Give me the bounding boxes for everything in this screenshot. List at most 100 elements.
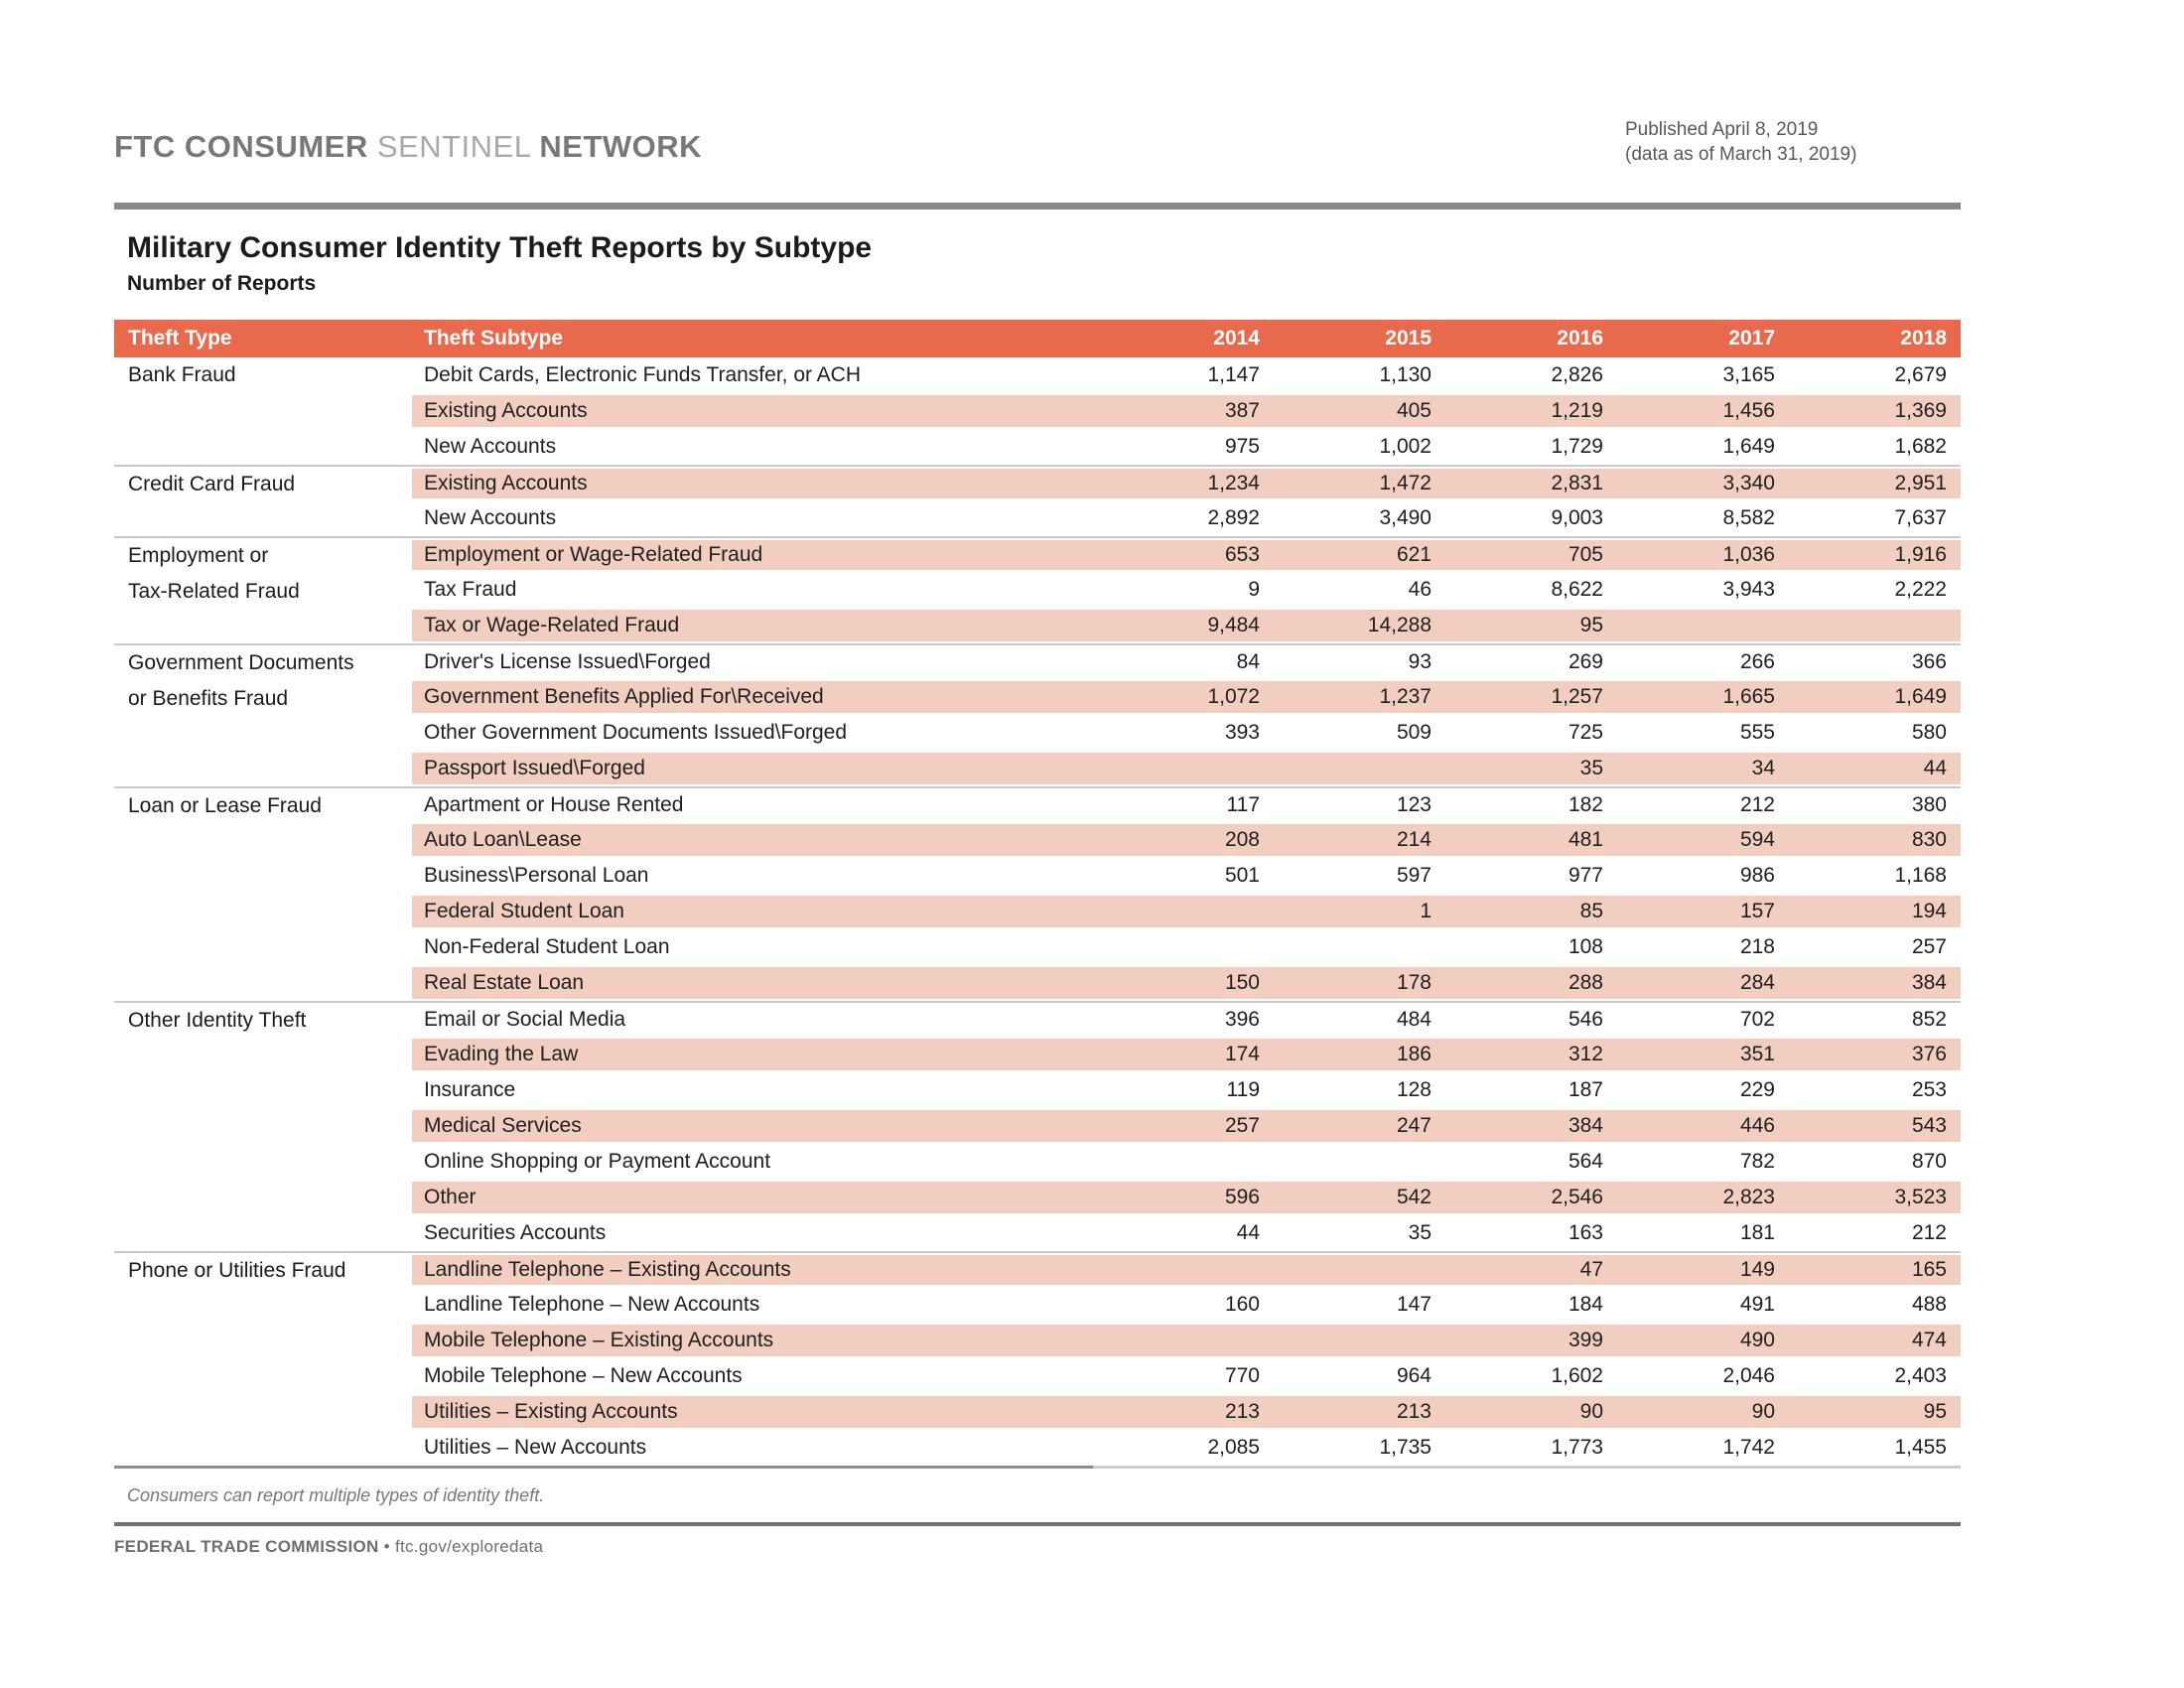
row-band: Passport Issued\Forged 35 34 44	[412, 753, 1961, 784]
value-cell: 564	[1568, 1150, 1603, 1173]
theft-type-cell: Other Identity Theft	[128, 1009, 307, 1032]
value-cell: 1,219	[1551, 399, 1603, 422]
value-cell: 182	[1568, 793, 1603, 816]
value-cell: 218	[1739, 935, 1775, 958]
table-row: Non-Federal Student Loan 108 218 257	[114, 929, 1961, 965]
table-row: Utilities – New Accounts 2,085 1,735 1,773 1…	[114, 1430, 1961, 1466]
row-band: Landline Telephone – New Accounts 160 147 1…	[412, 1289, 1961, 1321]
value-cell: 702	[1739, 1008, 1775, 1031]
value-cell: 212	[1911, 1221, 1947, 1244]
value-cell: 269	[1568, 650, 1603, 673]
theft-type-cell	[114, 751, 412, 786]
header-cell-2015: 2015	[1385, 327, 1432, 350]
row-band: New Accounts 975 1,002 1,729 1,649 1,682	[412, 431, 1961, 463]
theft-type-cell	[114, 1323, 412, 1358]
value-cell: 1,036	[1722, 543, 1775, 566]
value-cell: 380	[1911, 793, 1947, 816]
theft-type-cell	[114, 1215, 412, 1251]
published-line1: Published April 8, 2019	[1625, 119, 1819, 140]
brand-logo: FTC CONSUMER SENTINEL NETWORK	[114, 129, 702, 165]
value-cell: 35	[1408, 1221, 1432, 1244]
footer-url: ftc.gov/exploredata	[394, 1537, 544, 1556]
table-row: Securities Accounts 44 35 163 181 212	[114, 1215, 1961, 1251]
row-band: Government Benefits Applied For\Received…	[412, 681, 1961, 713]
theft-subtype-cell: Landline Telephone – Existing Accounts	[424, 1258, 791, 1281]
theft-type-cell	[114, 1358, 412, 1394]
theft-type-cell: Phone or Utilities Fraud	[128, 1259, 346, 1282]
row-band: Tax Fraud 9 46 8,622 3,943 2,222	[412, 574, 1961, 606]
value-cell: 509	[1396, 721, 1432, 744]
theft-subtype-cell: Landline Telephone – New Accounts	[424, 1293, 760, 1316]
value-cell: 653	[1224, 543, 1260, 566]
value-cell: 351	[1739, 1043, 1775, 1065]
value-cell: 770	[1224, 1364, 1260, 1387]
row-band: Evading the Law 174 186 312 351 376	[412, 1039, 1961, 1070]
value-cell: 8,582	[1722, 506, 1775, 529]
value-cell: 1,168	[1894, 864, 1947, 887]
value-cell: 484	[1396, 1008, 1432, 1031]
value-cell: 1,257	[1551, 685, 1603, 708]
value-cell: 9	[1248, 578, 1260, 601]
theft-type-cell	[114, 429, 412, 465]
theft-subtype-cell: New Accounts	[424, 435, 557, 458]
value-cell: 621	[1396, 543, 1432, 566]
theft-subtype-cell: Driver's License Issued\Forged	[424, 650, 711, 673]
theft-type-cell	[114, 1287, 412, 1323]
theft-type-cell	[114, 1430, 412, 1466]
theft-subtype-cell: Utilities – Existing Accounts	[424, 1400, 678, 1423]
theft-subtype-cell: Tax Fraud	[424, 578, 517, 601]
footnote: Consumers can report multiple types of i…	[127, 1485, 545, 1505]
value-cell: 1,649	[1722, 435, 1775, 458]
table-row: Mobile Telephone – Existing Accounts 399 4…	[114, 1323, 1961, 1358]
row-band: Email or Social Media 396 484 546 702 852	[412, 1005, 1961, 1035]
value-cell: 366	[1911, 650, 1947, 673]
table-row: Medical Services 257 247 384 446 543	[114, 1108, 1961, 1144]
footer-separator: •	[383, 1537, 390, 1556]
table-row: Phone or Utilities Fraud Landline Telepho…	[114, 1251, 1961, 1287]
value-cell: 8,622	[1551, 578, 1603, 601]
table-row: New Accounts 975 1,002 1,729 1,649 1,682	[114, 429, 1961, 465]
table-row: Bank Fraud Debit Cards, Electronic Funds …	[114, 357, 1961, 393]
value-cell: 9,484	[1207, 614, 1260, 636]
value-cell: 123	[1396, 793, 1432, 816]
value-cell: 2,823	[1722, 1186, 1775, 1208]
table-row: New Accounts 2,892 3,490 9,003 8,582 7,637	[114, 500, 1961, 536]
value-cell: 2,046	[1722, 1364, 1775, 1387]
value-cell: 288	[1568, 971, 1603, 994]
theft-subtype-cell: Federal Student Loan	[424, 900, 624, 922]
theft-type-cell	[114, 393, 412, 429]
value-cell: 1,072	[1207, 685, 1260, 708]
value-cell: 1,455	[1894, 1436, 1947, 1459]
value-cell: 3,943	[1722, 578, 1775, 601]
value-cell: 490	[1739, 1329, 1775, 1351]
value-cell: 870	[1911, 1150, 1947, 1173]
table-row: Credit Card Fraud Existing Accounts 1,234 1…	[114, 465, 1961, 500]
row-band: Insurance 119 128 187 229 253	[412, 1074, 1961, 1106]
value-cell: 782	[1739, 1150, 1775, 1173]
table-row: Tax Fraud 9 46 8,622 3,943 2,222	[114, 572, 1961, 608]
value-cell: 474	[1911, 1329, 1947, 1351]
table-row: Federal Student Loan 1 85 157 194	[114, 894, 1961, 929]
value-cell: 964	[1396, 1364, 1432, 1387]
value-cell: 1,472	[1379, 472, 1432, 494]
row-band: Other Government Documents Issued\Forged…	[412, 717, 1961, 749]
footer-org: FEDERAL TRADE COMMISSION	[114, 1537, 379, 1556]
value-cell: 47	[1579, 1258, 1603, 1281]
theft-subtype-cell: Medical Services	[424, 1114, 582, 1137]
value-cell: 266	[1739, 650, 1775, 673]
value-cell: 213	[1396, 1400, 1432, 1423]
theft-type-cell	[114, 858, 412, 894]
footer-divider-rule	[114, 1522, 1961, 1526]
table-row: Government Benefits Applied For\Received…	[114, 679, 1961, 715]
theft-type-cell	[114, 500, 412, 536]
row-band: Utilities – New Accounts 2,085 1,735 1,773 1…	[412, 1432, 1961, 1464]
value-cell: 1,234	[1207, 472, 1260, 494]
value-cell: 596	[1224, 1186, 1260, 1208]
row-band: Utilities – Existing Accounts 213 213 90 90 9…	[412, 1396, 1961, 1428]
row-band: Employment or Wage-Related Fraud 653 621 70…	[412, 540, 1961, 570]
header-cell-2017: 2017	[1728, 327, 1775, 350]
value-cell: 3,490	[1379, 506, 1432, 529]
row-band: Landline Telephone – Existing Accounts 47…	[412, 1255, 1961, 1285]
header-cell-2014: 2014	[1213, 327, 1260, 350]
row-band: Tax or Wage-Related Fraud 9,484 14,288 95	[412, 610, 1961, 641]
